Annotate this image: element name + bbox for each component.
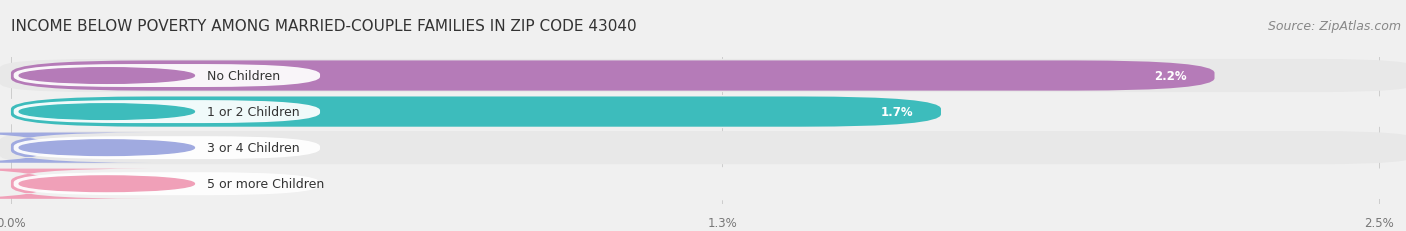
FancyBboxPatch shape xyxy=(0,96,1406,129)
Circle shape xyxy=(20,176,194,192)
Circle shape xyxy=(20,68,194,84)
Text: 0.0%: 0.0% xyxy=(69,142,101,155)
Text: 0.0%: 0.0% xyxy=(0,216,25,229)
FancyBboxPatch shape xyxy=(14,137,321,159)
Text: INCOME BELOW POVERTY AMONG MARRIED-COUPLE FAMILIES IN ZIP CODE 43040: INCOME BELOW POVERTY AMONG MARRIED-COUPL… xyxy=(11,19,637,34)
FancyBboxPatch shape xyxy=(0,131,1406,164)
FancyBboxPatch shape xyxy=(11,61,1215,91)
Text: No Children: No Children xyxy=(208,70,281,83)
Text: 2.2%: 2.2% xyxy=(1154,70,1187,83)
FancyBboxPatch shape xyxy=(0,169,150,199)
Text: 5 or more Children: 5 or more Children xyxy=(208,177,325,190)
FancyBboxPatch shape xyxy=(11,97,941,127)
FancyBboxPatch shape xyxy=(14,65,321,88)
Text: 1 or 2 Children: 1 or 2 Children xyxy=(208,106,299,119)
Text: 1.7%: 1.7% xyxy=(882,106,914,119)
Text: Source: ZipAtlas.com: Source: ZipAtlas.com xyxy=(1268,20,1400,33)
FancyBboxPatch shape xyxy=(0,133,150,163)
FancyBboxPatch shape xyxy=(0,167,1406,201)
Text: 1.3%: 1.3% xyxy=(707,216,737,229)
Text: 2.5%: 2.5% xyxy=(1364,216,1393,229)
FancyBboxPatch shape xyxy=(0,60,1406,93)
FancyBboxPatch shape xyxy=(14,173,321,195)
Text: 0.0%: 0.0% xyxy=(69,177,101,190)
FancyBboxPatch shape xyxy=(14,101,321,124)
Circle shape xyxy=(20,140,194,156)
Text: 3 or 4 Children: 3 or 4 Children xyxy=(208,142,299,155)
Circle shape xyxy=(20,104,194,120)
